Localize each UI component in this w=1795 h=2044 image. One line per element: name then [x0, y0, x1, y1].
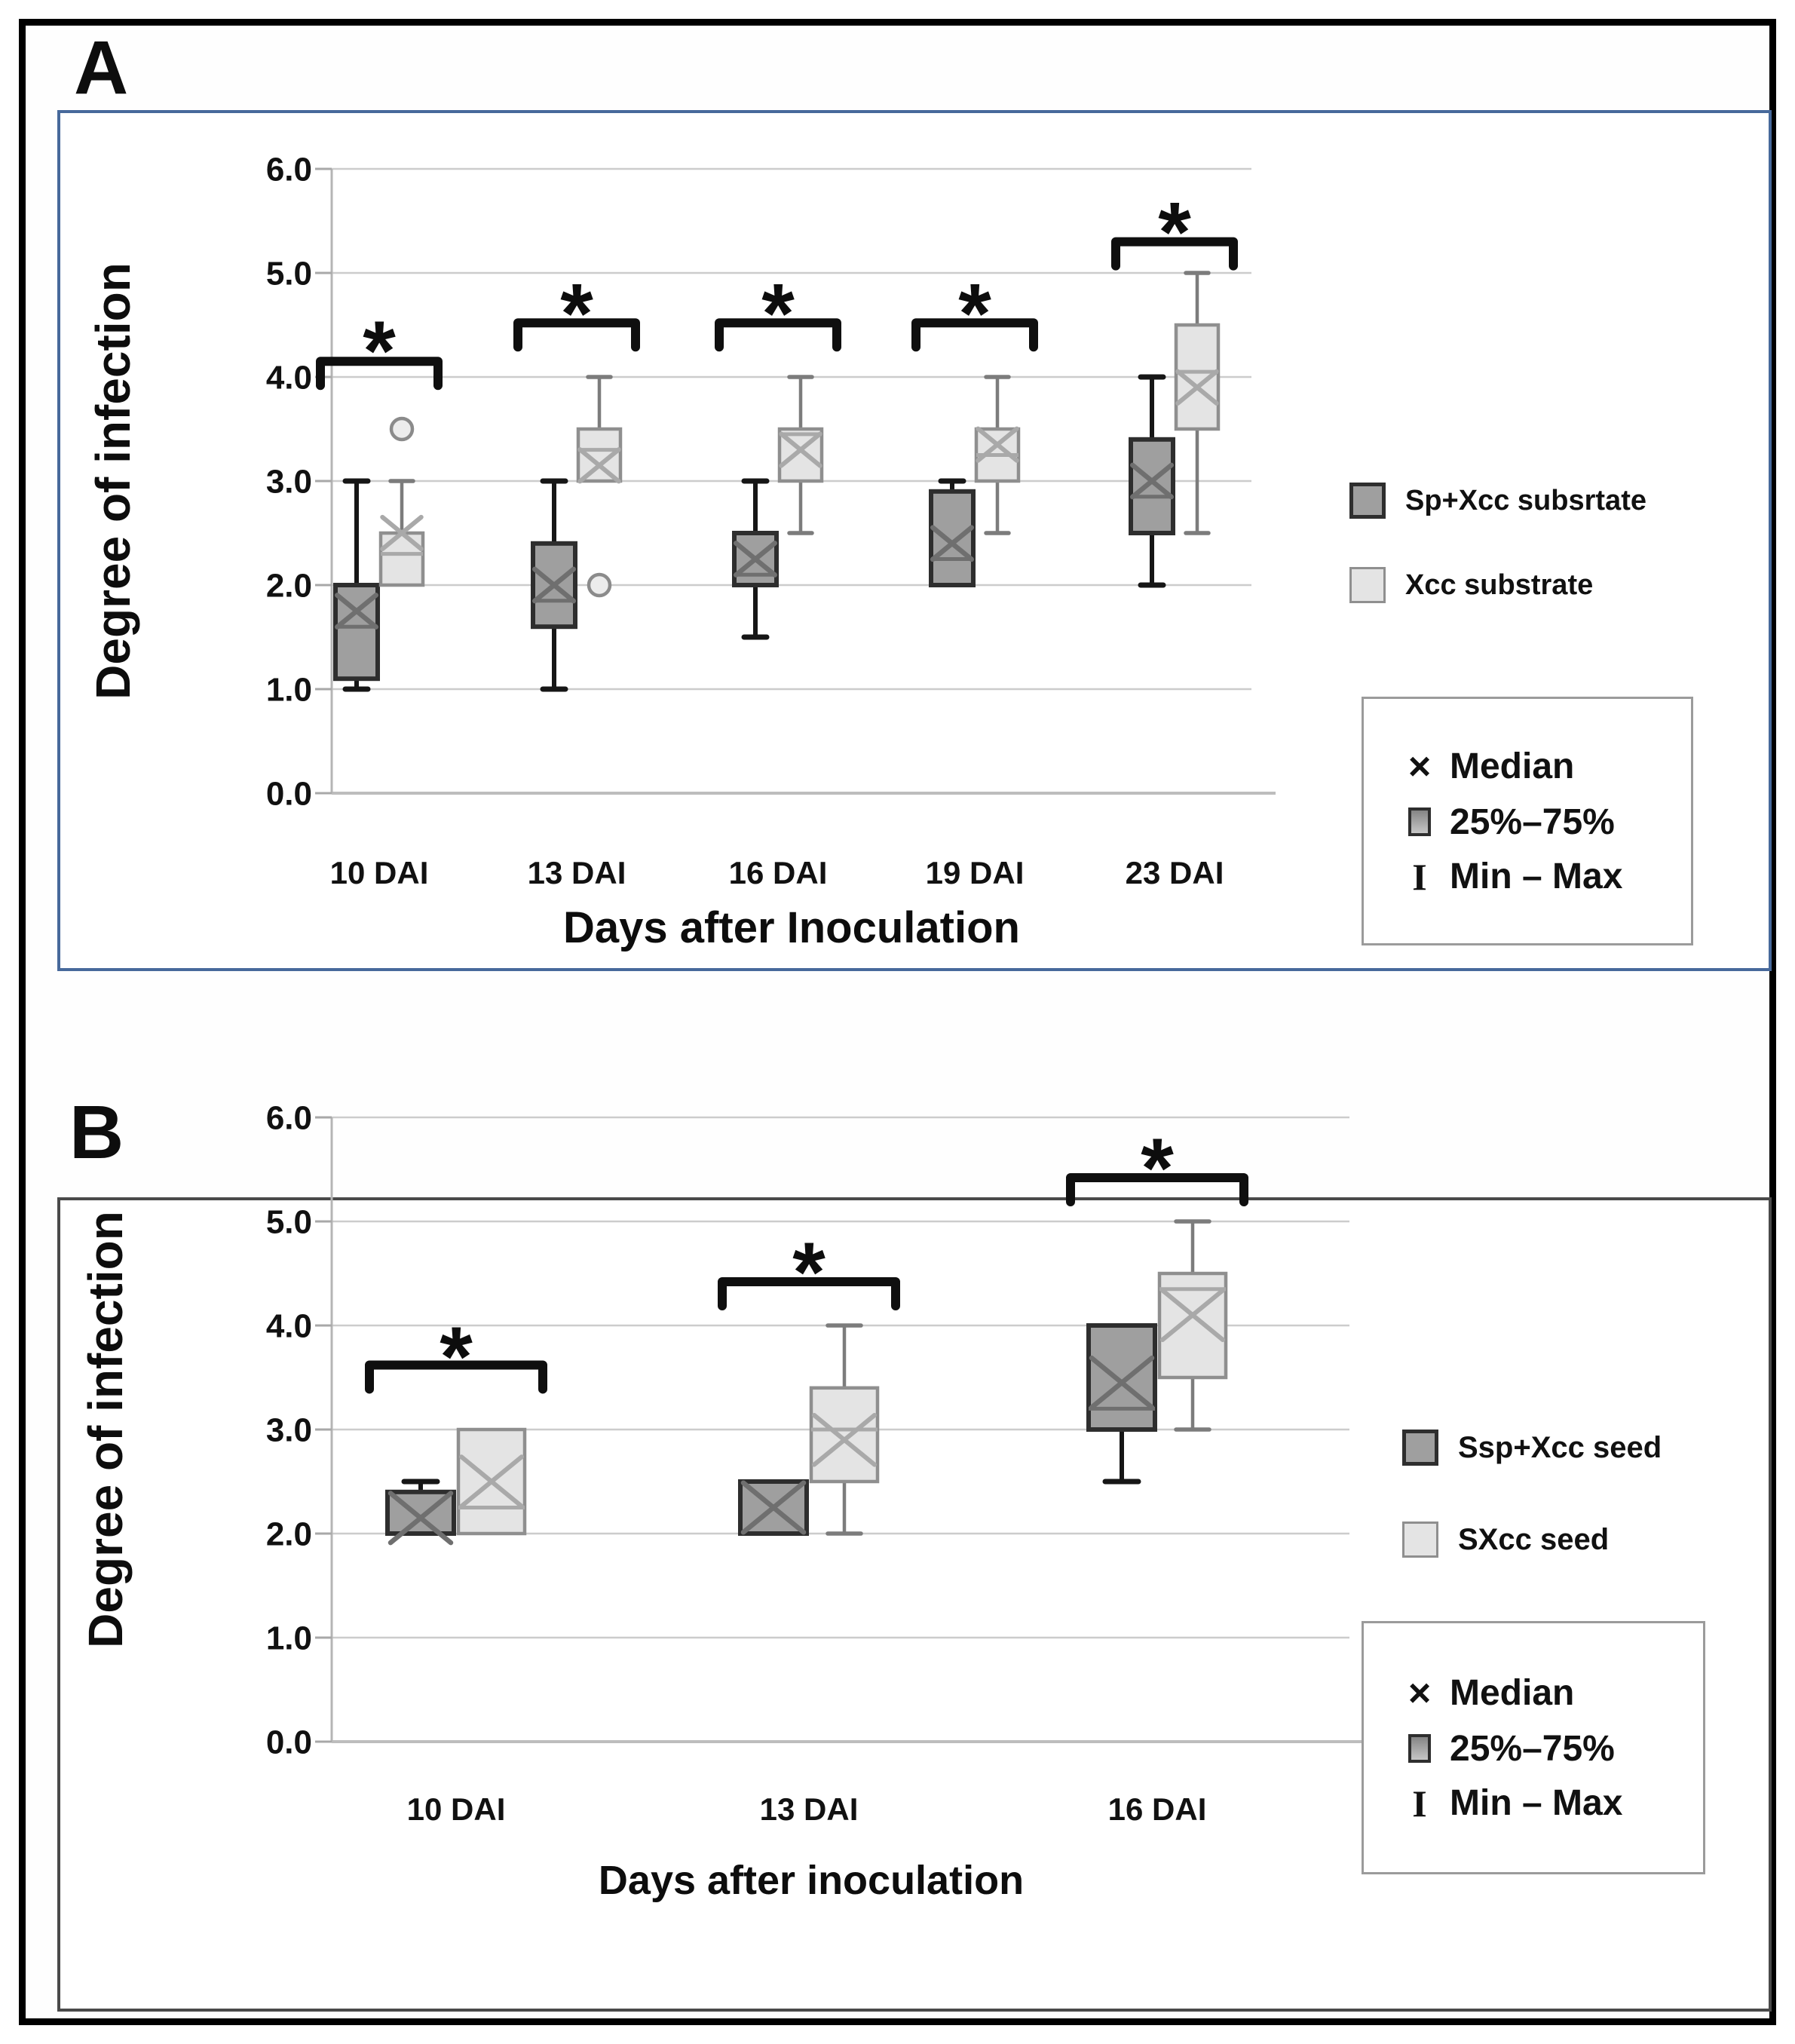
svg-text:1.0: 1.0: [266, 671, 312, 708]
svg-text:*: *: [440, 1310, 473, 1404]
median-legend-row: × Median: [1403, 744, 1691, 789]
legend-item-sxcc-seed: SXcc seed: [1402, 1522, 1609, 1558]
panel-b-border: [57, 1197, 1772, 2012]
panel-b-stats-legend: × Median 25%–75% I Min – Max: [1362, 1621, 1705, 1874]
iqr-label: 25%–75%: [1450, 801, 1615, 842]
iqr-legend-row: 25%–75%: [1403, 1728, 1703, 1770]
svg-text:*: *: [363, 304, 396, 398]
legend-item-ssp-xcc-seed: Ssp+Xcc seed: [1402, 1430, 1662, 1466]
panel-a-label: A: [74, 26, 129, 110]
iqr-legend-row: 25%–75%: [1403, 801, 1691, 843]
svg-text:*: *: [792, 1225, 826, 1319]
svg-text:Days after Inoculation: Days after Inoculation: [563, 903, 1020, 952]
ssp-xcc-seed-swatch-icon: [1402, 1430, 1438, 1466]
svg-text:0.0: 0.0: [266, 1724, 312, 1761]
svg-text:19 DAI: 19 DAI: [926, 855, 1025, 890]
svg-text:Degree of infection: Degree of infection: [78, 1211, 133, 1648]
svg-text:13 DAI: 13 DAI: [760, 1791, 859, 1827]
minmax-label: Min – Max: [1450, 857, 1623, 896]
svg-text:2.0: 2.0: [266, 567, 312, 604]
iqr-label: 25%–75%: [1450, 1728, 1615, 1769]
legend-item-xcc-substrate: Xcc substrate: [1349, 567, 1593, 603]
panel-b-label: B: [69, 1090, 124, 1175]
svg-text:1.0: 1.0: [266, 1620, 312, 1656]
svg-text:*: *: [1158, 185, 1191, 280]
legend-item-sp-xcc-substrate: Sp+Xcc subsrtate: [1349, 483, 1646, 519]
median-x-icon: ×: [1408, 744, 1432, 789]
svg-text:4.0: 4.0: [266, 359, 312, 396]
svg-text:Degree of infection: Degree of infection: [86, 262, 140, 700]
svg-text:5.0: 5.0: [266, 1203, 312, 1240]
svg-text:16 DAI: 16 DAI: [729, 855, 828, 890]
svg-text:3.0: 3.0: [266, 1411, 312, 1448]
svg-text:10 DAI: 10 DAI: [330, 855, 429, 890]
svg-text:Days after inoculation: Days after inoculation: [599, 1858, 1024, 1903]
svg-text:10 DAI: 10 DAI: [407, 1791, 506, 1827]
sp-xcc-substrate-swatch-icon: [1349, 483, 1386, 519]
svg-text:2.0: 2.0: [266, 1515, 312, 1552]
svg-text:*: *: [1141, 1121, 1174, 1215]
minmax-whisker-icon: I: [1412, 855, 1427, 898]
svg-text:*: *: [761, 266, 795, 360]
svg-text:4.0: 4.0: [266, 1307, 312, 1344]
svg-text:3.0: 3.0: [266, 463, 312, 500]
median-x-icon: ×: [1408, 1671, 1432, 1715]
sxcc-seed-label: SXcc seed: [1458, 1522, 1610, 1556]
panel-a-stats-legend: × Median 25%–75% I Min – Max: [1362, 697, 1693, 945]
xcc-substrate-label: Xcc substrate: [1405, 568, 1594, 601]
minmax-legend-row: I Min – Max: [1403, 855, 1691, 899]
svg-text:0.0: 0.0: [266, 775, 312, 812]
median-label: Median: [1450, 746, 1575, 786]
panel-a-plot: 6.0 5.0 4.0 3.0 2.0 1.0 0.0 * * * * * 10 DAI 13 DAI 16…: [86, 151, 1276, 952]
minmax-legend-row: I Min – Max: [1403, 1782, 1703, 1825]
minmax-label: Min – Max: [1450, 1783, 1623, 1823]
panel-b-plot: 6.0 5.0 4.0 3.0 2.0 1.0 0.0 * * * 10 DAI 13 DAI 16 D…: [78, 1099, 1374, 1903]
sxcc-seed-swatch-icon: [1402, 1522, 1438, 1558]
median-legend-row: × Median: [1403, 1671, 1703, 1716]
svg-text:16 DAI: 16 DAI: [1108, 1791, 1207, 1827]
xcc-substrate-swatch-icon: [1349, 567, 1386, 603]
minmax-whisker-icon: I: [1412, 1782, 1427, 1825]
svg-text:13 DAI: 13 DAI: [528, 855, 626, 890]
sp-xcc-substrate-label: Sp+Xcc subsrtate: [1405, 484, 1646, 516]
svg-text:6.0: 6.0: [266, 151, 312, 188]
svg-text:5.0: 5.0: [266, 255, 312, 292]
svg-text:*: *: [958, 266, 991, 360]
iqr-swatch-icon: [1408, 1734, 1431, 1763]
svg-text:*: *: [560, 266, 593, 360]
ssp-xcc-seed-label: Ssp+Xcc seed: [1458, 1430, 1662, 1464]
svg-text:23 DAI: 23 DAI: [1126, 855, 1224, 890]
median-label: Median: [1450, 1673, 1575, 1713]
svg-text:6.0: 6.0: [266, 1099, 312, 1136]
iqr-swatch-icon: [1408, 807, 1431, 836]
